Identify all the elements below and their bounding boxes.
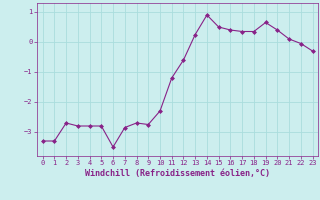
X-axis label: Windchill (Refroidissement éolien,°C): Windchill (Refroidissement éolien,°C) [85, 169, 270, 178]
